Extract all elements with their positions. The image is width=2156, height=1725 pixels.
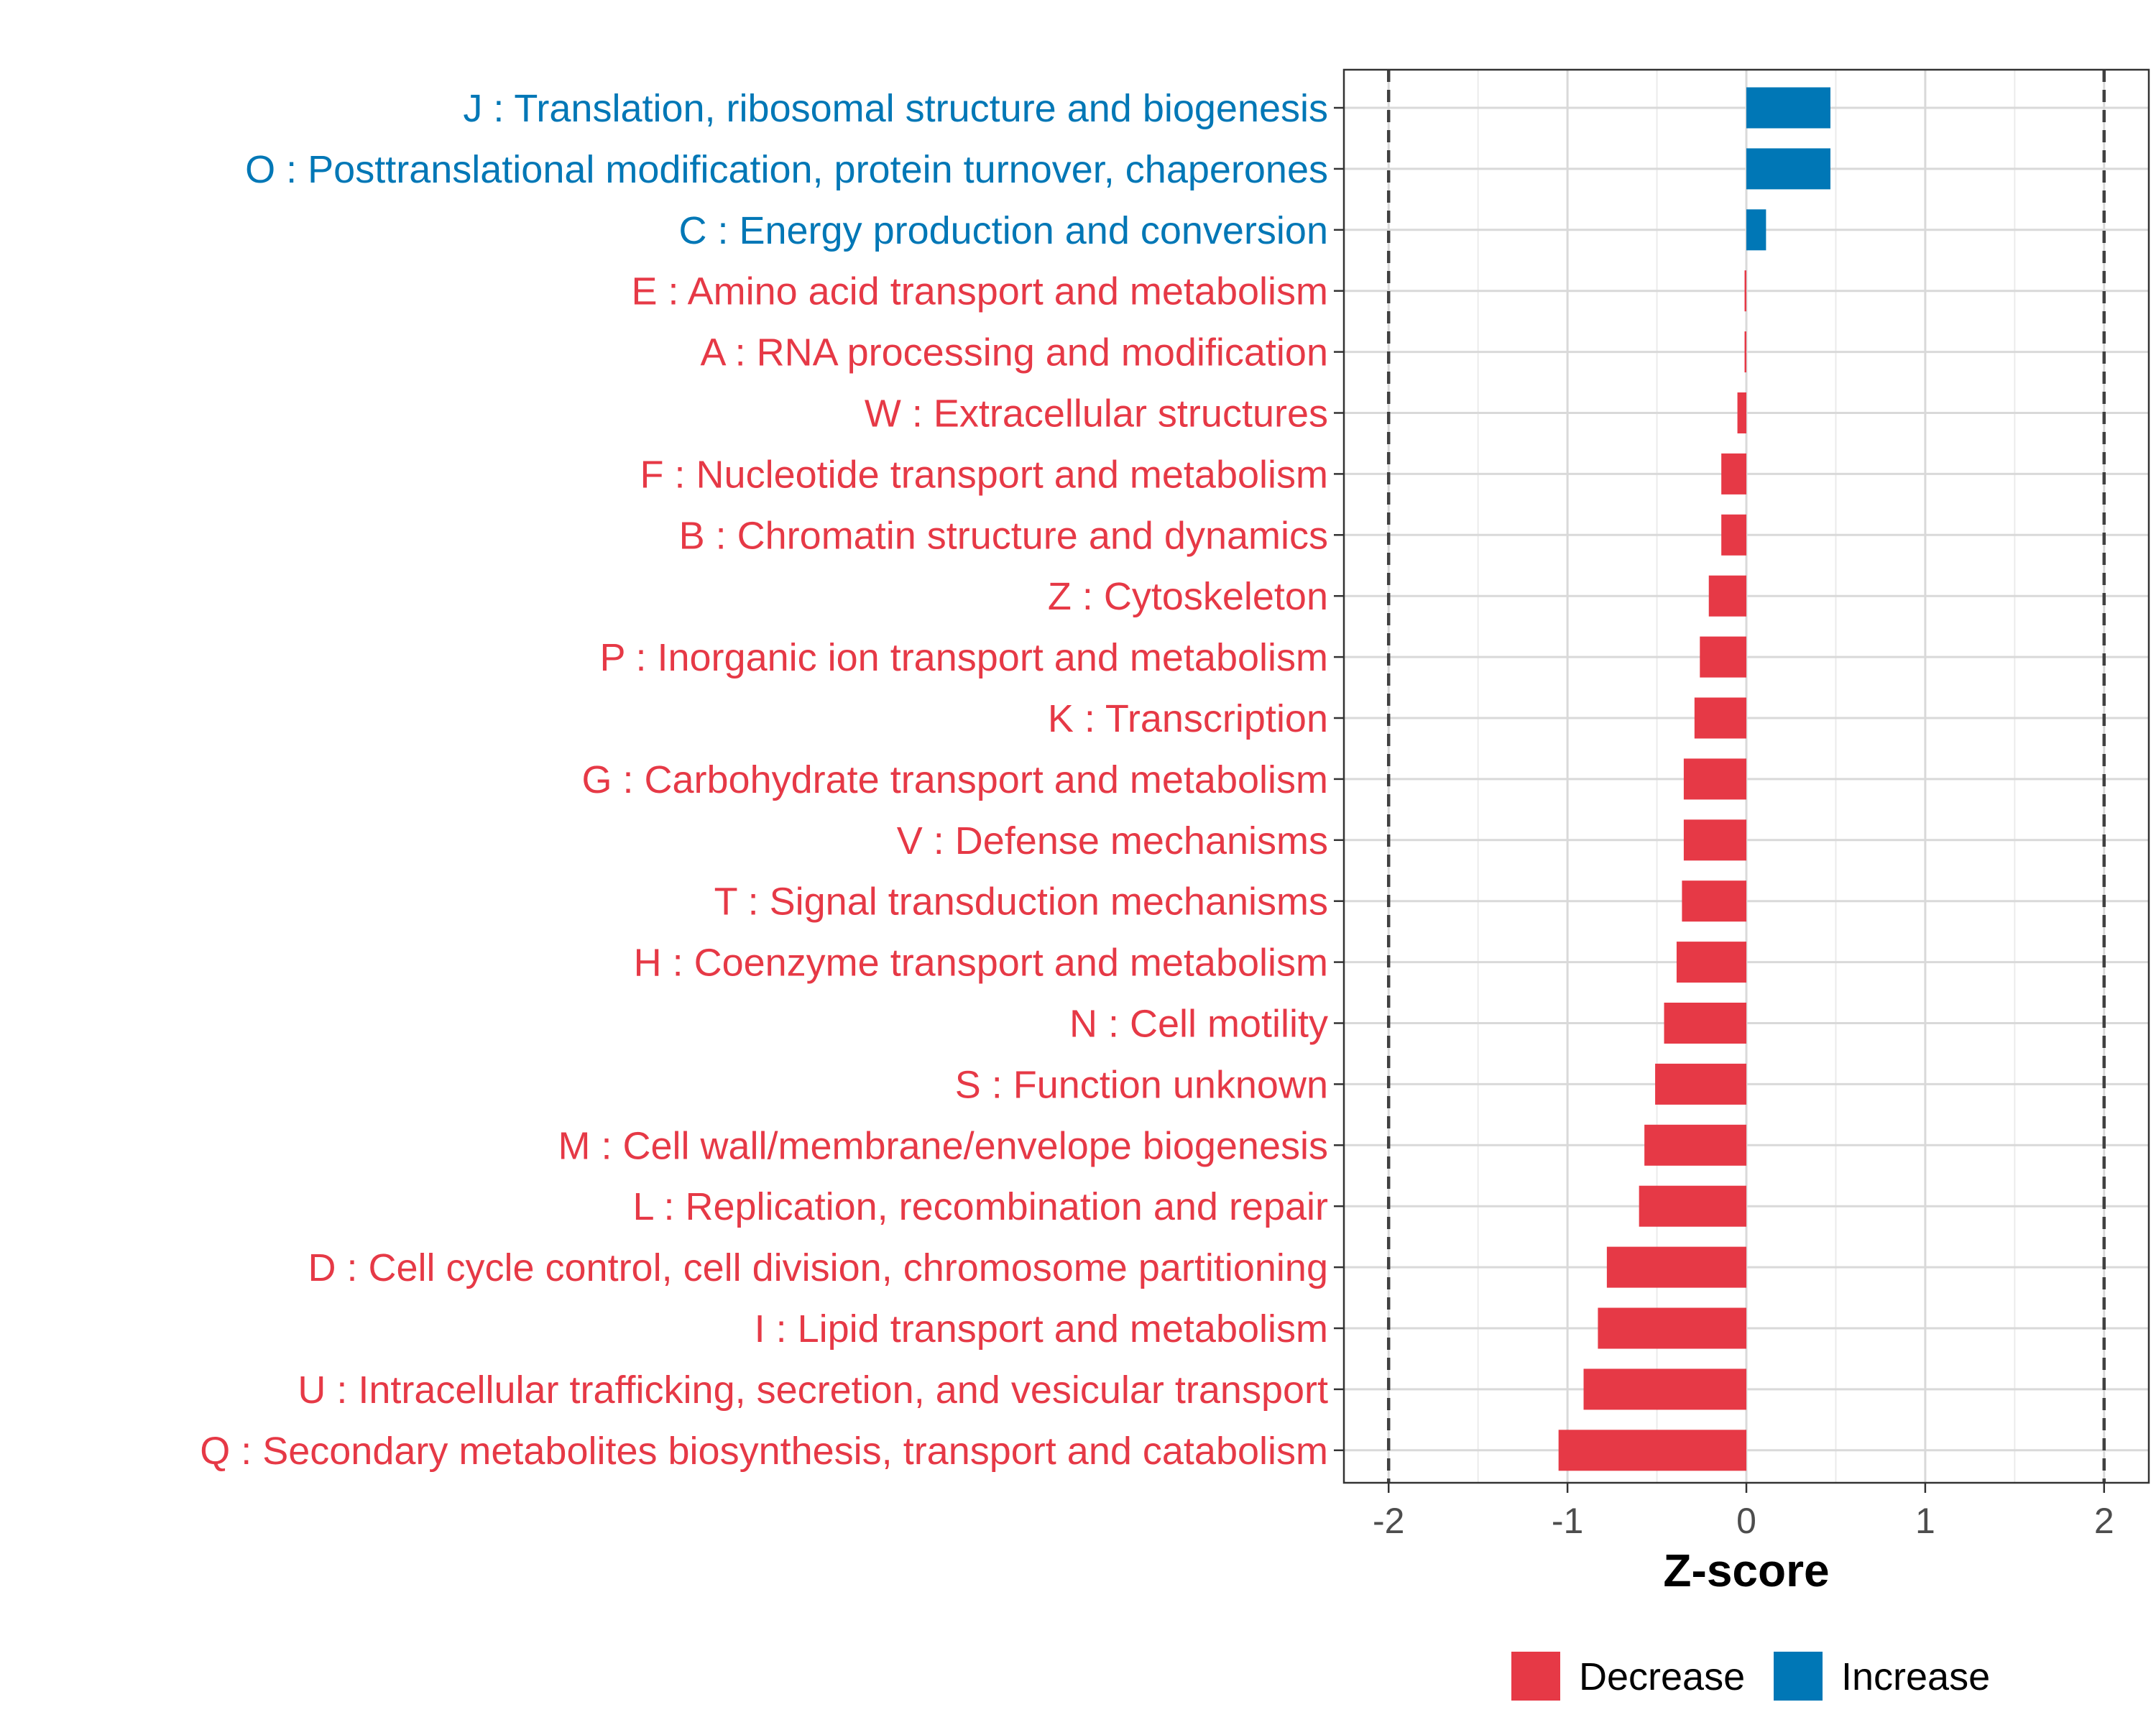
bar (1683, 758, 1746, 800)
y-axis-ticks (1334, 106, 1344, 1452)
bar (1583, 1368, 1746, 1410)
bar (1721, 453, 1746, 494)
bar (1744, 270, 1746, 312)
category-label: Z : Cytoskeleton (1048, 575, 1328, 618)
category-label: B : Chromatin structure and dynamics (679, 514, 1328, 557)
category-label: P : Inorganic ion transport and metaboli… (599, 636, 1328, 679)
category-label: W : Extracellular structures (865, 392, 1328, 436)
legend-label: Decrease (1579, 1655, 1745, 1698)
y-axis-labels: J : Translation, ribosomal structure and… (200, 87, 1328, 1473)
x-axis-title: Z-score (1663, 1545, 1829, 1596)
bar (1606, 1246, 1746, 1288)
x-axis-ticks: -2 -1 0 1 2 (1373, 1483, 2114, 1541)
bar (1644, 1124, 1746, 1166)
bar (1682, 880, 1746, 922)
bar (1746, 148, 1830, 190)
category-label: L : Replication, recombination and repai… (632, 1185, 1328, 1228)
bar (1744, 331, 1746, 373)
category-label: A : RNA processing and modification (701, 331, 1328, 374)
category-label: N : Cell motility (1069, 1003, 1328, 1046)
legend: Decrease Increase (1511, 1652, 1990, 1701)
category-label: C : Energy production and conversion (678, 209, 1328, 252)
bar (1683, 819, 1746, 861)
bar (1746, 87, 1830, 129)
bar (1708, 575, 1746, 617)
bar (1664, 1003, 1746, 1044)
category-label: U : Intracellular trafficking, secretion… (298, 1368, 1328, 1412)
x-tick-label: 2 (2094, 1501, 2114, 1541)
legend-key (1511, 1652, 1560, 1701)
x-tick-label: 1 (1915, 1501, 1935, 1541)
bar (1655, 1063, 1746, 1105)
bar (1639, 1185, 1746, 1227)
bar-layer (1558, 87, 1830, 1471)
x-tick-label: 0 (1736, 1501, 1756, 1541)
legend-key (1774, 1652, 1823, 1701)
bar (1676, 942, 1746, 983)
bar (1694, 697, 1746, 739)
x-tick-label: -2 (1373, 1501, 1404, 1541)
x-tick-label: -1 (1552, 1501, 1583, 1541)
bar (1746, 209, 1766, 251)
category-label: S : Function unknown (955, 1063, 1328, 1106)
bar (1700, 636, 1746, 678)
category-label: Q : Secondary metabolites biosynthesis, … (200, 1430, 1328, 1473)
category-label: F : Nucleotide transport and metabolism (640, 453, 1328, 496)
category-label: M : Cell wall/membrane/envelope biogenes… (558, 1124, 1328, 1167)
bar (1558, 1430, 1746, 1471)
category-label: J : Translation, ribosomal structure and… (463, 87, 1328, 130)
category-label: H : Coenzyme transport and metabolism (634, 942, 1328, 985)
bar (1721, 514, 1746, 556)
category-label: V : Defense mechanisms (897, 819, 1328, 862)
legend-label: Increase (1841, 1655, 1990, 1698)
bar (1598, 1307, 1746, 1349)
bar (1737, 392, 1746, 433)
category-label: D : Cell cycle control, cell division, c… (308, 1246, 1328, 1289)
category-label: O : Posttranslational modification, prot… (245, 148, 1328, 191)
category-label: I : Lipid transport and metabolism (755, 1307, 1328, 1351)
category-label: T : Signal transduction mechanisms (714, 880, 1328, 924)
category-label: G : Carbohydrate transport and metabolis… (582, 758, 1329, 801)
category-label: K : Transcription (1048, 697, 1328, 740)
reference-line-layer (1386, 70, 2106, 1483)
category-label: E : Amino acid transport and metabolism (632, 270, 1328, 313)
